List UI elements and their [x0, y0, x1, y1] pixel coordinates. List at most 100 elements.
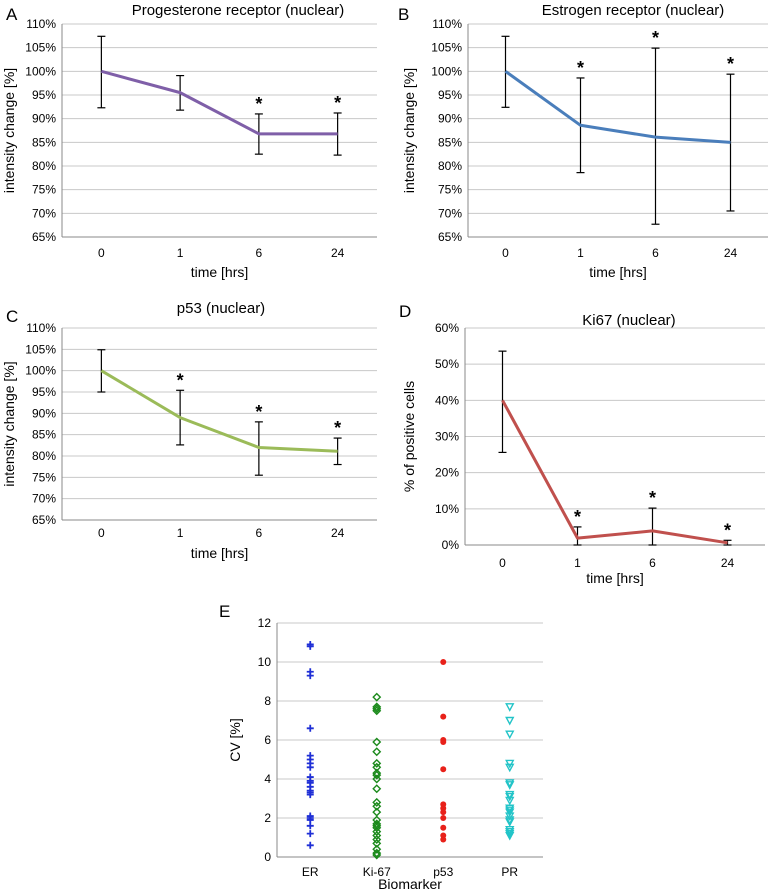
y-tick-label: 65%	[32, 230, 56, 244]
panel-letter: C	[6, 307, 18, 326]
significance-star: *	[574, 507, 581, 527]
y-tick-label: 30%	[435, 430, 459, 444]
y-tick-label: 95%	[32, 385, 56, 399]
data-point-pr	[505, 730, 515, 740]
data-point-ki67	[372, 801, 382, 811]
x-tick-label: 24	[724, 246, 738, 260]
chart-title: Ki67 (nuclear)	[582, 312, 675, 329]
y-tick-label: 105%	[431, 41, 462, 55]
x-axis-title: time [hrs]	[191, 264, 249, 280]
data-point-er	[306, 672, 314, 680]
data-point-ki67	[372, 844, 382, 854]
y-tick-label: 70%	[438, 206, 462, 220]
series-line	[501, 399, 728, 545]
data-point-p53	[440, 766, 447, 773]
data-point-p53	[440, 713, 447, 720]
y-tick-label: 20%	[435, 466, 459, 480]
y-tick-label: 60%	[435, 321, 459, 335]
y-tick-label: 110%	[26, 17, 56, 31]
y-tick-label: 80%	[32, 449, 56, 463]
y-tick-label: 85%	[32, 135, 56, 149]
x-tick-label: 24	[331, 246, 345, 260]
x-axis-title: time [hrs]	[191, 545, 249, 561]
data-point-er	[306, 830, 314, 838]
data-point-er	[306, 841, 314, 849]
data-point-ki67	[372, 758, 382, 768]
y-tick-label: 6	[264, 733, 271, 747]
y-tick-label: 80%	[32, 159, 56, 173]
significance-star: *	[177, 370, 184, 390]
panel-e: E 0 2 4 6 8 10 12 ER Ki-67 p53 PR Biomarker CV [%]	[219, 602, 543, 892]
data-point-ki67	[372, 768, 382, 778]
x-tick-label: 1	[577, 246, 584, 260]
x-tick-label: 0	[98, 526, 105, 540]
data-point-er	[306, 816, 314, 824]
series-line	[100, 369, 338, 453]
y-axis-title: intensity change [%]	[1, 68, 17, 193]
y-tick-label: 85%	[438, 135, 462, 149]
y-tick-label: 65%	[438, 230, 462, 244]
x-tick-label: 6	[256, 526, 263, 540]
significance-star: *	[649, 488, 656, 508]
series-line	[504, 70, 731, 144]
data-point-p53	[440, 659, 447, 665]
x-axis-title: time [hrs]	[589, 264, 647, 280]
data-point-ki67	[372, 704, 382, 714]
x-tick-label: 1	[177, 526, 184, 540]
data-point-er	[306, 642, 314, 650]
y-tick-label: 65%	[32, 513, 56, 527]
panel-letter: E	[219, 602, 230, 621]
panel-letter: D	[399, 302, 411, 321]
y-axis-title: intensity change [%]	[1, 361, 17, 486]
y-tick-label: 4	[264, 772, 271, 786]
data-point-ki67	[372, 850, 382, 860]
x-tick-label: Ki-67	[363, 865, 391, 879]
panel-d: D Ki67 (nuclear) 0% 10% 20% 30% 40% 50% 60% 0 1 6 24…	[399, 302, 765, 586]
y-tick-label: 110%	[26, 321, 56, 335]
chart-title: p53 (nuclear)	[177, 300, 265, 317]
y-tick-label: 90%	[32, 112, 56, 126]
y-tick-label: 12	[258, 616, 272, 630]
data-point-ki67	[372, 821, 382, 831]
data-point-pr	[505, 763, 515, 773]
x-tick-label: 1	[177, 246, 184, 260]
panel-letter: A	[6, 5, 18, 24]
y-tick-label: 95%	[438, 88, 462, 102]
data-point-er	[306, 724, 314, 732]
data-point-pr	[505, 790, 515, 800]
y-tick-label: 40%	[435, 393, 459, 407]
data-point-ki67	[372, 774, 382, 784]
data-point-p53	[440, 836, 447, 843]
significance-star: *	[255, 94, 262, 114]
data-point-ki67	[372, 848, 382, 858]
x-axis-title: Biomarker	[378, 876, 442, 892]
data-point-ki67	[372, 706, 382, 716]
x-tick-label: 0	[502, 246, 509, 260]
chart-title: Progesterone receptor (nuclear)	[132, 2, 345, 19]
data-point-pr	[505, 716, 515, 726]
significance-star: *	[334, 93, 341, 113]
data-point-pr	[505, 796, 515, 806]
x-tick-label: 0	[98, 246, 105, 260]
data-point-pr	[505, 816, 515, 825]
x-tick-label: 6	[256, 246, 263, 260]
y-tick-label: 80%	[438, 159, 462, 173]
panel-b: B Estrogen receptor (nuclear) 65% 70% 75% 80%…	[398, 2, 768, 280]
data-point-ki67	[372, 784, 382, 794]
significance-star: *	[652, 28, 659, 48]
y-tick-label: 0%	[442, 538, 460, 552]
y-tick-label: 100%	[431, 64, 462, 78]
y-tick-label: 85%	[32, 428, 56, 442]
data-point-pr	[505, 829, 515, 839]
data-point-ki67	[372, 770, 382, 780]
data-point-p53	[440, 738, 447, 745]
y-tick-label: 8	[264, 694, 271, 708]
y-axis-title: % of positive cells	[401, 381, 417, 492]
data-point-pr	[505, 781, 515, 790]
y-tick-label: 75%	[32, 470, 56, 484]
y-tick-label: 110%	[432, 17, 462, 31]
y-tick-label: 75%	[32, 183, 56, 197]
x-tick-label: 24	[331, 526, 345, 540]
data-point-ki67	[372, 737, 382, 747]
